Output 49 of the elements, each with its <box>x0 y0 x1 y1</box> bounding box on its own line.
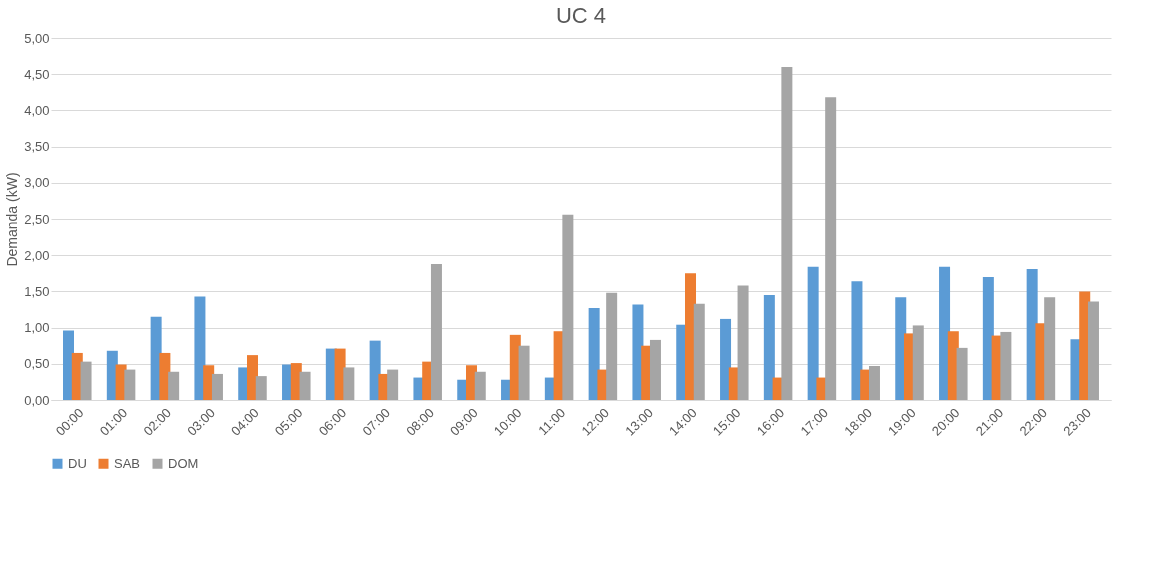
y-tick-label: 4,50 <box>24 66 50 82</box>
y-tick-label: 1,50 <box>24 283 50 299</box>
bar <box>124 369 136 400</box>
bar <box>80 361 92 400</box>
bar <box>939 266 951 400</box>
bar <box>868 365 880 400</box>
bar <box>807 266 819 400</box>
bar <box>343 367 355 400</box>
legend-label: SAB <box>114 455 141 471</box>
y-tick-label: 1,00 <box>24 320 50 336</box>
legend-label: DU <box>68 455 87 471</box>
bar <box>518 345 530 400</box>
bar <box>1000 331 1012 400</box>
bar <box>474 371 486 400</box>
bar <box>956 347 968 400</box>
bar <box>299 371 311 400</box>
bar <box>737 285 749 400</box>
bar <box>781 66 793 400</box>
bar <box>430 263 442 400</box>
bar <box>562 214 574 400</box>
bar <box>851 281 863 400</box>
y-tick-label: 2,00 <box>24 247 50 263</box>
y-tick-label: 2,50 <box>24 211 50 227</box>
bar <box>606 292 618 400</box>
bar <box>194 296 206 400</box>
bar <box>825 97 837 400</box>
bar <box>588 308 600 400</box>
y-tick-label: 0,50 <box>24 356 50 372</box>
bar <box>211 373 223 400</box>
bar <box>649 339 661 400</box>
bar <box>387 369 399 400</box>
bar <box>982 276 994 400</box>
y-axis-title: Demanda (kW) <box>4 172 21 267</box>
y-tick-label: 5,00 <box>24 30 50 46</box>
bar <box>255 376 267 400</box>
bar <box>168 371 180 400</box>
bar <box>912 325 924 400</box>
y-tick-label: 3,50 <box>24 139 50 155</box>
bar <box>246 355 258 400</box>
y-tick-label: 3,00 <box>24 175 50 191</box>
bar <box>1087 301 1099 400</box>
y-tick-label: 4,00 <box>24 102 50 118</box>
bar <box>1044 297 1056 400</box>
bar <box>763 295 775 400</box>
bar <box>720 318 732 400</box>
y-tick-label: 0,00 <box>24 392 50 408</box>
legend-label: DOM <box>168 455 199 471</box>
chart-title: UC 4 <box>555 3 607 28</box>
bar <box>693 303 705 400</box>
